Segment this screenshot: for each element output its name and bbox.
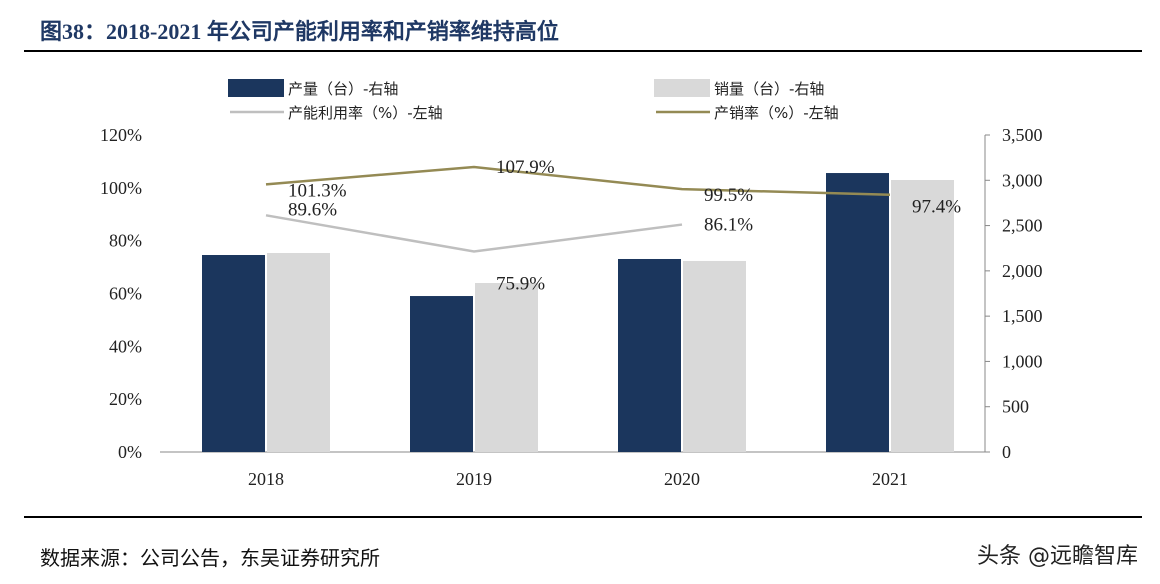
x-tick-label: 2019 [456,469,492,489]
bottom-rule [24,516,1142,518]
chart-title: 图38：2018-2021 年公司产能利用率和产销率维持高位 [40,19,559,44]
bar-production [410,296,473,452]
watermark: 头条 @远瞻智库 [977,544,1138,569]
right-tick-label: 1,000 [1002,351,1043,371]
right-tick-label: 3,500 [1002,125,1043,145]
bar-production [618,258,681,452]
line-sales-rate [265,165,891,196]
x-tick-label: 2021 [872,469,908,489]
data-label: 107.9% [496,157,555,178]
right-tick-label: 2,500 [1002,216,1043,236]
x-tick-label: 2018 [248,469,284,489]
left-tick-label: 80% [109,231,142,251]
bar-sales [475,282,538,452]
data-label: 89.6% [288,199,337,220]
legend-label: 产销率（%）-左轴 [714,104,839,122]
legend-label: 产能利用率（%）-左轴 [288,104,443,122]
left-tick-label: 20% [109,389,142,409]
top-rule [24,50,1142,52]
bar-production [826,173,889,453]
legend-label: 销量（台）-右轴 [714,80,824,98]
left-tick-label: 120% [100,125,142,145]
right-tick-label: 3,000 [1002,170,1043,190]
bar-sales [267,253,330,452]
left-tick-label: 0% [118,442,142,462]
data-label: 97.4% [912,197,961,218]
data-label: 99.5% [704,185,753,206]
right-tick-label: 1,500 [1002,306,1043,326]
bar-sales [683,260,746,452]
left-tick-label: 40% [109,336,142,356]
left-tick-label: 100% [100,178,142,198]
x-tick-label: 2020 [664,469,700,489]
right-tick-label: 0 [1002,442,1011,462]
right-tick-label: 500 [1002,397,1029,417]
data-label: 86.1% [704,215,753,236]
source-note: 数据来源：公司公告，东吴证券研究所 [40,546,380,570]
legend-label: 产量（台）-右轴 [288,80,398,98]
legend-swatch [654,79,710,97]
right-tick-label: 2,000 [1002,261,1043,281]
line-utilization [265,214,683,253]
data-label: 75.9% [496,273,545,294]
data-label: 101.3% [288,180,347,201]
legend-swatch [228,79,284,97]
bar-production [202,255,265,452]
bar-sales [891,180,954,452]
left-tick-label: 60% [109,284,142,304]
